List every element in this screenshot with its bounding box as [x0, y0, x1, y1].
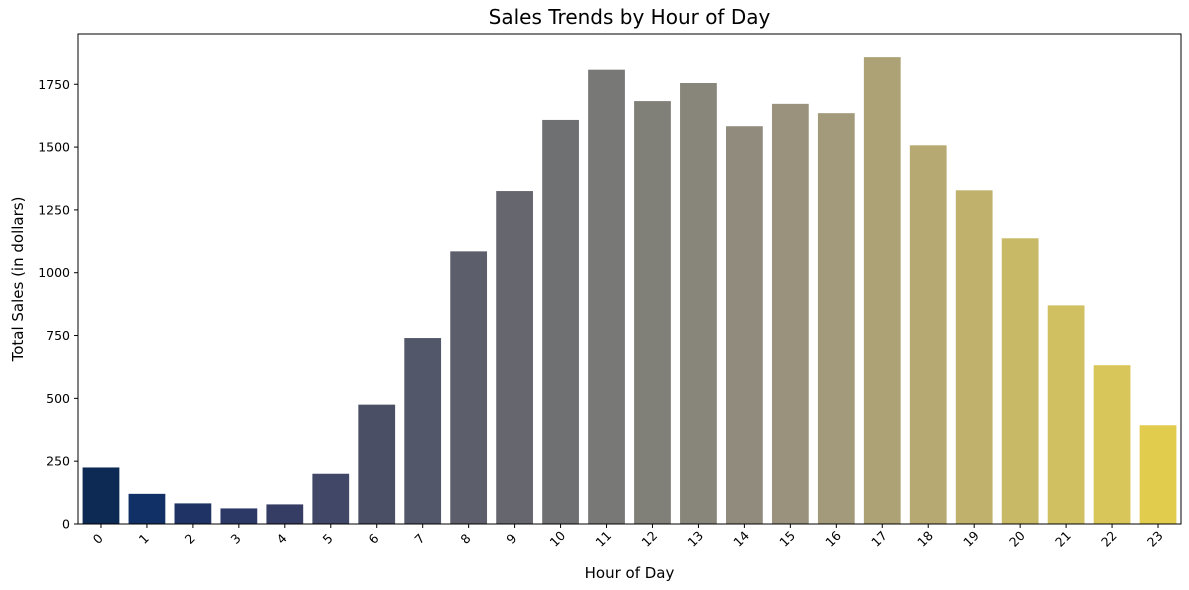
x-tick-label: 11: [592, 528, 614, 550]
x-tick-label: 8: [457, 531, 473, 547]
bars-group: [82, 57, 1177, 525]
bar-hour-22: [1093, 365, 1131, 524]
y-tick-label: 1250: [38, 202, 70, 217]
x-tick-label: 2: [182, 531, 198, 547]
y-tick-label: 750: [46, 328, 70, 343]
x-tick-label: 23: [1144, 528, 1166, 550]
x-tick-label: 14: [730, 528, 752, 550]
x-tick-label: 22: [1098, 528, 1120, 550]
bar-hour-0: [82, 467, 120, 524]
x-tick-label: 7: [411, 531, 427, 547]
y-tick-label: 1750: [38, 77, 70, 92]
bar-hour-7: [404, 338, 442, 524]
y-tick-label: 500: [46, 391, 70, 406]
bar-hour-15: [771, 103, 809, 524]
bar-hour-6: [358, 404, 396, 524]
bar-hour-19: [955, 190, 993, 525]
bar-hour-4: [266, 504, 304, 524]
x-tick-label: 13: [684, 528, 706, 550]
bar-hour-8: [450, 251, 488, 524]
bar-hour-1: [128, 493, 166, 524]
bar-hour-13: [680, 83, 717, 524]
bar-hour-23: [1139, 425, 1177, 524]
chart-title: Sales Trends by Hour of Day: [489, 5, 771, 29]
bar-hour-10: [542, 119, 579, 524]
plot-frame: [77, 33, 1182, 525]
bar-hour-12: [634, 101, 671, 524]
y-tick-label: 1000: [38, 265, 70, 280]
y-tick-label: 250: [46, 454, 70, 469]
bar-hour-5: [312, 473, 350, 524]
x-tick-label: 1: [136, 531, 152, 547]
x-tick-label: 21: [1052, 528, 1074, 550]
x-tick-label: 6: [365, 531, 381, 547]
x-tick-label: 20: [1006, 528, 1028, 550]
bar-hour-21: [1047, 305, 1085, 524]
x-tick-label: 17: [868, 528, 890, 550]
x-tick-label: 19: [960, 528, 982, 550]
x-axis-ticks: 0 1 2 3 4 5 6 7 8 9 10 11 12 13 14 15 16 17 18 19 20 21 22 23: [90, 524, 1166, 550]
x-tick-label: 16: [822, 528, 844, 550]
x-tick-label: 10: [546, 528, 568, 550]
y-tick-label: 1500: [38, 140, 70, 155]
x-axis-title: Hour of Day: [585, 564, 675, 582]
x-tick-label: 3: [228, 531, 244, 547]
bar-hour-3: [220, 508, 258, 524]
bar-hour-9: [496, 191, 533, 525]
bar-hour-16: [817, 113, 855, 525]
bar-hour-18: [909, 145, 947, 525]
x-tick-label: 18: [914, 528, 936, 550]
bar-hour-20: [1001, 238, 1039, 525]
bar-hour-14: [726, 126, 763, 524]
y-axis-ticks: 0 250 500 750 1000 1250 1500 1750: [38, 77, 78, 532]
y-tick-label: 0: [62, 517, 70, 532]
bar-hour-2: [174, 503, 212, 524]
x-tick-label: 15: [776, 528, 798, 550]
x-tick-label: 12: [638, 528, 660, 550]
x-tick-label: 9: [503, 531, 519, 547]
bar-hour-17: [863, 57, 901, 524]
bar-hour-11: [588, 69, 625, 524]
x-tick-label: 5: [319, 531, 335, 547]
y-axis-title: Total Sales (in dollars): [9, 197, 27, 363]
x-tick-label: 0: [90, 531, 106, 547]
x-tick-label: 4: [274, 531, 290, 547]
